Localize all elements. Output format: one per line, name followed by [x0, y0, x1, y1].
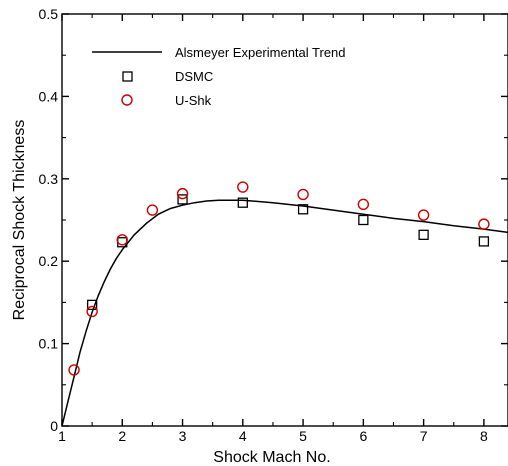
- y-tick-label: 0.5: [39, 6, 59, 22]
- y-tick-label: 0.2: [39, 253, 59, 269]
- legend-label-dsmc: DSMC: [175, 69, 213, 84]
- plot-frame: [61, 13, 508, 427]
- tick-group: [61, 13, 508, 427]
- x-tick-label: 3: [179, 428, 187, 444]
- ushk-point: [297, 188, 309, 201]
- x-tick-label: 2: [118, 428, 126, 444]
- ushk-point: [86, 305, 98, 318]
- x-tick-label: 6: [359, 428, 367, 444]
- x-tick-label: 5: [299, 428, 307, 444]
- legend-circle-swatch: [121, 94, 133, 106]
- dsmc-point: [86, 299, 98, 311]
- legend-label-ushk: U-Shk: [175, 93, 212, 108]
- ushk-point: [478, 218, 490, 230]
- x-axis-label: Shock Mach No.: [213, 449, 330, 466]
- trend-line: [61, 199, 508, 427]
- dsmc-point: [177, 194, 188, 205]
- tick-label-group: 1 2 3 4 5 6 7 8 0 0.1 0.2 0.3 0.4 0.5: [39, 6, 488, 444]
- ushk-point: [237, 181, 249, 193]
- ushk-point: [146, 204, 159, 216]
- x-tick-label: 4: [239, 428, 247, 444]
- dsmc-point: [297, 204, 309, 215]
- legend: Alsmeyer Experimental Trend DSMC U-Shk: [92, 45, 346, 108]
- dsmc-point: [237, 197, 248, 208]
- x-tick-label: 1: [58, 428, 66, 444]
- y-tick-label: 0.3: [39, 171, 59, 187]
- x-tick-label: 8: [480, 428, 488, 444]
- y-tick-label: 0: [50, 418, 58, 434]
- series-group: [61, 181, 508, 427]
- ushk-point: [176, 187, 189, 200]
- legend-square-swatch: [122, 71, 133, 82]
- legend-label-trend: Alsmeyer Experimental Trend: [175, 45, 346, 60]
- dsmc-point: [478, 236, 490, 247]
- ushk-point: [68, 364, 80, 376]
- dsmc-point: [418, 229, 429, 240]
- ushk-point: [417, 209, 430, 221]
- dsmc-point: [358, 214, 369, 226]
- ushk-point: [116, 234, 128, 246]
- y-tick-label: 0.1: [39, 336, 59, 352]
- y-tick-label: 0.4: [39, 88, 59, 104]
- y-axis-label: Reciprocal Shock Thickness: [11, 120, 28, 321]
- ushk-point: [357, 198, 370, 211]
- x-tick-label: 7: [420, 428, 428, 444]
